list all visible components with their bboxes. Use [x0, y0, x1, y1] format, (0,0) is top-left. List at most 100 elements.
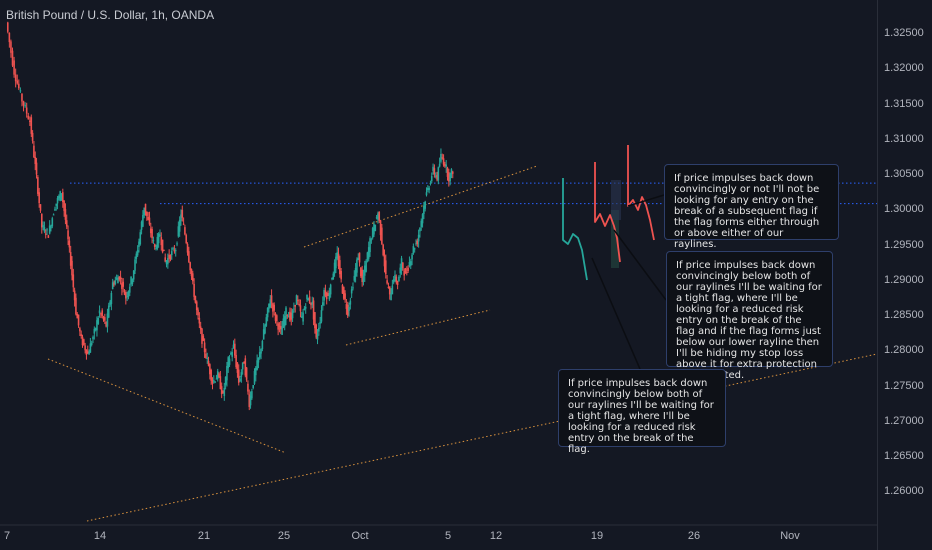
candle-body	[52, 214, 55, 216]
candle-body	[269, 299, 272, 308]
candle-body	[324, 290, 327, 296]
candle-body	[101, 310, 103, 317]
candle-body	[44, 233, 47, 235]
candle-body	[247, 383, 249, 392]
candle-body	[308, 296, 311, 304]
candle-body	[445, 164, 447, 167]
candle-body	[299, 305, 302, 312]
candle-body	[215, 378, 218, 380]
candle-body	[60, 193, 63, 198]
annotation-note-lower[interactable]: If price impulses back down convincingly…	[558, 369, 726, 455]
candle-body	[172, 248, 174, 250]
candle-body	[159, 234, 161, 237]
candle-body	[298, 303, 300, 305]
candle-body	[203, 342, 206, 353]
candle-body	[256, 360, 258, 370]
candle-body	[289, 311, 291, 321]
candle-body	[80, 334, 82, 337]
candle-body	[30, 117, 33, 134]
candle-body	[286, 315, 289, 317]
annotation-note-middle[interactable]: If price impulses back down convincingly…	[666, 251, 833, 381]
candle-body	[11, 50, 14, 66]
candle-body	[257, 357, 260, 363]
candle-body	[212, 380, 215, 382]
candle-body	[252, 384, 254, 389]
candle-body	[201, 328, 203, 344]
candle-body	[408, 262, 411, 266]
candle-body	[260, 349, 262, 354]
candle-body	[429, 182, 432, 184]
price-axis[interactable]: 1.32500 1.32000 1.31500 1.31000 1.30500 1.300…	[877, 0, 932, 550]
candle-body	[348, 307, 350, 311]
candle-body	[276, 315, 278, 322]
candle-body	[199, 326, 202, 330]
candle-body	[19, 90, 22, 92]
candle-body	[194, 295, 197, 303]
candle-body	[295, 295, 298, 305]
candle-body	[97, 318, 100, 324]
candle-body	[156, 236, 159, 249]
candle-body	[303, 308, 306, 310]
candle-body	[214, 381, 216, 383]
candle-body	[90, 342, 93, 346]
x-tick-label: 21	[197, 530, 211, 542]
trendline	[303, 165, 538, 248]
candle-body	[104, 317, 106, 321]
candle-body	[428, 187, 430, 190]
candle-body	[278, 325, 281, 327]
candle-body	[58, 196, 60, 199]
candle-body	[109, 301, 111, 306]
flag-zone	[611, 210, 619, 268]
candle-body	[138, 241, 140, 248]
candle-body	[249, 395, 252, 406]
candle-body	[119, 276, 122, 280]
candle-body	[383, 255, 386, 267]
candle-body	[358, 252, 361, 263]
candle-body	[184, 227, 186, 235]
y-tick-label: 1.27500	[884, 379, 924, 392]
candle-body	[128, 286, 131, 293]
candle-body	[123, 292, 126, 295]
candle-body	[51, 218, 54, 227]
candle-body	[361, 269, 363, 282]
candle-body	[239, 378, 241, 381]
candle-body	[437, 167, 440, 181]
candle-body	[388, 286, 391, 295]
candle-body	[81, 336, 84, 346]
candle-body	[274, 313, 277, 321]
candle-body	[441, 157, 444, 159]
candle-body	[96, 320, 98, 331]
candle-body	[185, 235, 188, 244]
candle-body	[125, 292, 127, 299]
candle-body	[237, 369, 240, 383]
candle-body	[449, 173, 451, 182]
candle-body	[312, 300, 315, 320]
candle-body	[227, 357, 230, 369]
candle-body	[130, 276, 132, 285]
candle-body	[127, 291, 130, 298]
candle-body	[79, 328, 81, 332]
annotation-note-upper[interactable]: If price impulses back down convincingly…	[664, 164, 839, 250]
candle-body	[331, 278, 333, 280]
candle-body	[228, 358, 231, 365]
candle-body	[34, 156, 37, 164]
candle-body	[85, 349, 88, 355]
candle-body	[444, 163, 446, 167]
candle-body	[189, 262, 191, 271]
candle-body	[113, 283, 115, 285]
candle-body	[22, 101, 25, 106]
candle-body	[433, 168, 436, 175]
candle-body	[268, 303, 270, 309]
candle-body	[379, 220, 382, 236]
candle-body	[421, 214, 424, 224]
candle-body	[382, 244, 384, 256]
y-tick-label: 1.32500	[884, 27, 924, 39]
candle-body	[76, 314, 79, 319]
candle-body	[176, 243, 178, 245]
candle-body	[407, 267, 409, 272]
candle-body	[346, 304, 349, 316]
candle-body	[143, 207, 146, 216]
candle-body	[135, 253, 138, 259]
